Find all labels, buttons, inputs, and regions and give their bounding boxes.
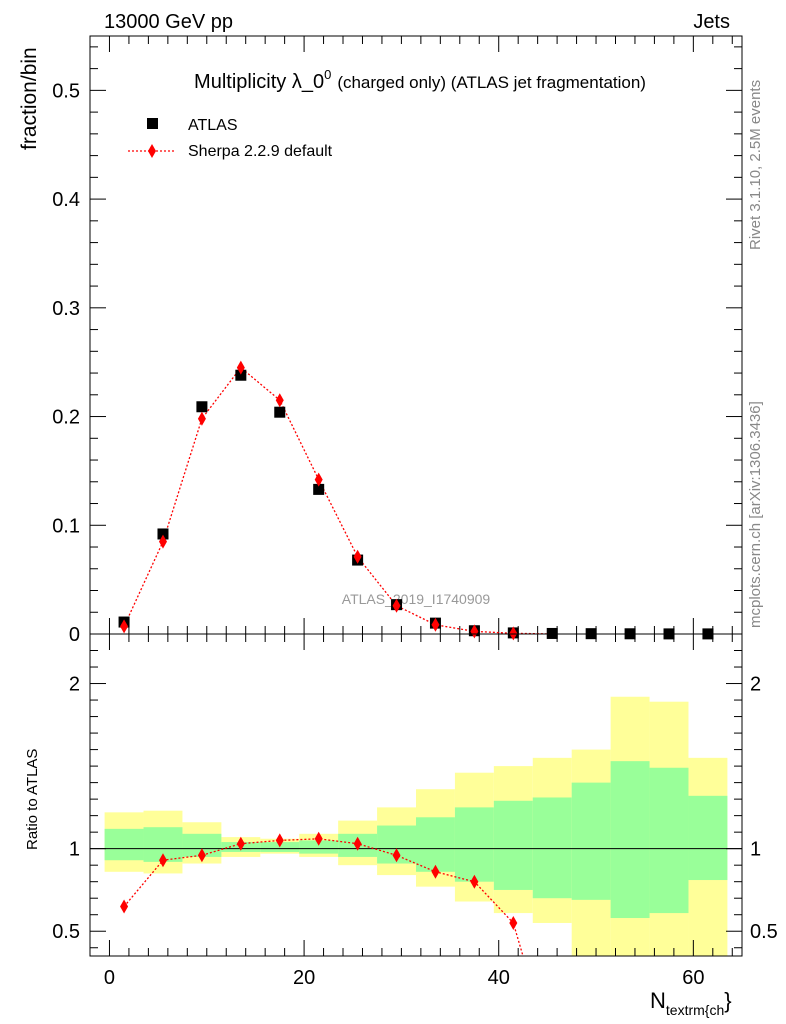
atlas-point — [274, 406, 286, 418]
sherpa-point — [158, 534, 167, 549]
main-ytick-label: 0.2 — [52, 407, 80, 429]
sherpa-point — [314, 472, 323, 487]
legend-mc-marker — [148, 144, 156, 158]
main-ytick-label: 0.4 — [52, 189, 80, 211]
ratio-inner-band — [493, 800, 533, 890]
ratio-ytick-label-right: 0.5 — [750, 921, 778, 943]
sherpa-point — [120, 619, 129, 634]
main-ytick-label: 0 — [69, 624, 80, 646]
sherpa-point — [275, 393, 284, 408]
ratio-sherpa-point — [353, 836, 362, 851]
main-ytick-label: 0.3 — [52, 298, 80, 320]
main-panel: 0 0.1 0.2 0.3 0.4 0.5 fraction/bin ATLAS_2019… — [18, 35, 743, 646]
ratio-sherpa-point — [158, 853, 167, 868]
sherpa-point — [353, 549, 362, 564]
ratio-ytick-label-left: 2 — [69, 674, 80, 696]
atlas-point — [313, 483, 325, 495]
ratio-ytick-labels: 0.5 0.5 1 1 2 2 — [52, 674, 778, 944]
x-tick-label: 0 — [104, 967, 115, 989]
x-axis-label: Ntextrm{ch} — [650, 988, 732, 1018]
x-axis-label-suffix: } — [724, 988, 731, 1013]
main-data-marks — [118, 360, 714, 641]
ratio-marks — [120, 831, 524, 957]
legend-mc-label: Sherpa 2.2.9 default — [188, 143, 333, 160]
title-main: Multiplicity λ_0 — [194, 71, 324, 93]
legend-data-marker — [147, 118, 158, 129]
main-ytick-label: 0.5 — [52, 80, 80, 102]
x-axis-label-sub: textrm{ch — [666, 1002, 724, 1018]
watermark-label: ATLAS_2019_I1740909 — [342, 591, 491, 607]
ratio-sherpa-point — [431, 864, 440, 879]
sherpa-point — [197, 411, 206, 426]
x-tick-label: 40 — [488, 967, 510, 989]
sherpa-point — [470, 624, 479, 639]
ratio-inner-band — [532, 797, 572, 899]
ratio-inner-band — [688, 795, 728, 881]
x-tick-label: 60 — [682, 967, 704, 989]
ratio-inner-band — [610, 761, 650, 919]
ratio-sherpa-point — [392, 848, 401, 863]
ratio-inner-band — [649, 767, 689, 914]
header-energy-label: 13000 GeV pp — [104, 11, 233, 33]
ratio-inner-band — [299, 840, 339, 854]
ratio-sherpa-point — [275, 833, 284, 848]
ratio-ytick-label-right: 2 — [750, 674, 761, 696]
chart-title: Multiplicity λ_00 (charged only) (ATLAS j… — [194, 67, 646, 93]
ratio-inner-band — [454, 807, 494, 882]
atlas-point — [235, 369, 247, 381]
legend: ATLAS Sherpa 2.2.9 default — [128, 117, 333, 160]
main-ylabel: fraction/bin — [18, 47, 41, 150]
ratio-ytick-label-left: 1 — [69, 839, 80, 861]
ratio-ylabel: Ratio to ATLAS — [24, 749, 41, 850]
sherpa-point — [236, 360, 245, 375]
x-tick-label: 20 — [293, 967, 315, 989]
ratio-sherpa-point — [197, 848, 206, 863]
ratio-inner-band — [104, 828, 144, 861]
ratio-sherpa-point — [236, 836, 245, 851]
ratio-axis-ticks — [90, 634, 742, 956]
ratio-sherpa-point — [314, 831, 323, 846]
sherpa-point — [431, 617, 440, 632]
atlas-point — [546, 627, 558, 639]
ratio-sherpa-point — [509, 915, 518, 930]
sherpa-line — [123, 366, 553, 635]
atlas-point — [157, 528, 169, 540]
ratio-sherpa-line — [123, 838, 524, 957]
ratio-panel: 0.5 0.5 1 1 2 2 0 20 40 60 Ratio to ATLAS Ntextr… — [24, 633, 778, 1018]
ratio-ytick-label-right: 1 — [750, 839, 761, 861]
x-axis-label-main: N — [650, 988, 666, 1013]
ratio-ytick-label-left: 0.5 — [52, 921, 80, 943]
x-tick-labels: 0 20 40 60 — [104, 967, 705, 989]
title-rest: (charged only) (ATLAS jet fragmentation) — [337, 73, 646, 92]
header-jets-label: Jets — [693, 11, 730, 33]
sherpa-point — [392, 598, 401, 613]
main-ytick-label: 0.1 — [52, 515, 80, 537]
sherpa-point — [509, 626, 518, 641]
mcplots-credit-label: mcplots.cern.ch [arXiv:1306.3436] — [747, 401, 764, 628]
ratio-uncertainty-bands — [104, 696, 728, 956]
ratio-inner-band — [182, 833, 222, 857]
legend-data-label: ATLAS — [188, 117, 238, 134]
rivet-version-label: Rivet 3.1.10, 2.5M events — [747, 80, 764, 250]
title-superscript: 0 — [324, 67, 331, 82]
ratio-inner-band — [571, 782, 611, 900]
atlas-point — [196, 401, 208, 413]
ratio-frame — [89, 633, 743, 957]
ratio-sherpa-point — [470, 874, 479, 889]
ratio-inner-band — [416, 817, 455, 872]
main-ytick-labels: 0 0.1 0.2 0.3 0.4 0.5 — [52, 80, 80, 646]
ratio-sherpa-point — [120, 899, 129, 914]
